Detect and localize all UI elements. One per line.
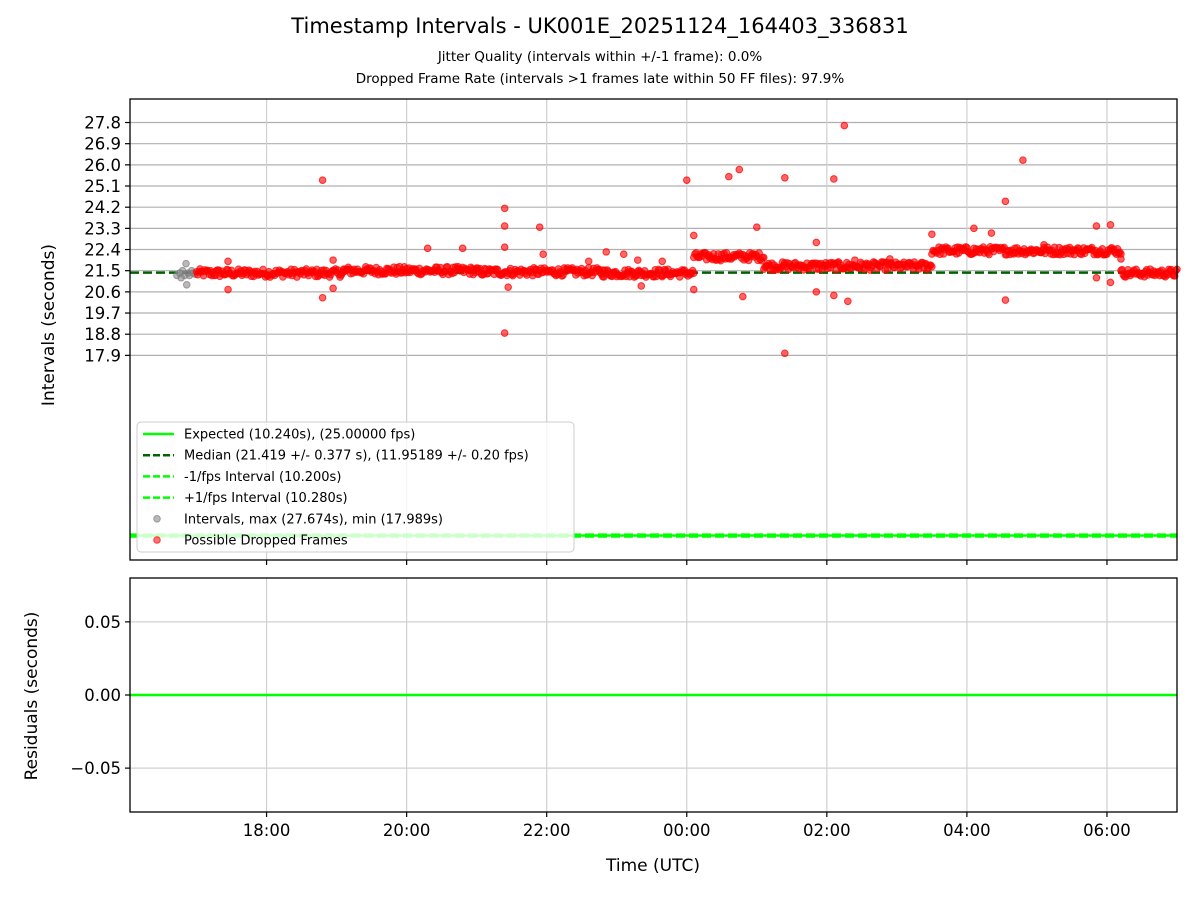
- subtitle-dropped: Dropped Frame Rate (intervals >1 frames …: [355, 71, 845, 87]
- dropped-frame-outlier: [539, 250, 547, 259]
- legend-label-0: Expected (10.240s), (25.00000 fps): [184, 428, 415, 443]
- bottom-y-tick-label: 0.00: [84, 686, 121, 705]
- dropped-frame-outlier: [781, 349, 789, 358]
- dropped-frame-outlier: [318, 176, 327, 184]
- dropped-frame-outlier: [1040, 241, 1048, 249]
- dropped-frame-outlier: [500, 204, 509, 213]
- dropped-frame-outlier: [637, 282, 646, 290]
- dropped-frame-outlier: [689, 231, 698, 240]
- dropped-frame-outlier: [812, 288, 821, 296]
- x-tick-label: 20:00: [383, 821, 431, 840]
- interval-point: [182, 281, 191, 289]
- dropped-frame-outlier: [504, 283, 512, 291]
- x-tick-label: 00:00: [663, 821, 711, 840]
- legend-label-3: +1/fps Interval (10.280s): [184, 491, 348, 506]
- dropped-frame-outlier: [500, 329, 509, 337]
- dropped-frame-outlier: [318, 293, 327, 302]
- top-y-tick-label: 26.9: [84, 135, 121, 154]
- top-y-tick-label: 25.1: [84, 177, 121, 196]
- top-y-tick-label: 24.2: [84, 198, 121, 217]
- dropped-frame-outlier: [423, 244, 432, 253]
- dropped-frame-point: [689, 269, 698, 277]
- dropped-frame-outlier: [633, 256, 642, 264]
- dropped-frame-outlier: [781, 173, 789, 182]
- top-y-tick-label: 22.4: [84, 241, 121, 260]
- dropped-frame-outlier: [987, 229, 996, 237]
- top-y-tick-label: 18.8: [84, 325, 121, 344]
- legend-label-2: -1/fps Interval (10.200s): [184, 470, 341, 485]
- dropped-frame-outlier: [500, 222, 509, 230]
- dropped-frame-point: [928, 262, 936, 271]
- dropped-frame-point: [760, 253, 768, 262]
- top-y-tick-label: 23.3: [84, 219, 121, 238]
- top-y-tick-label: 19.7: [84, 304, 121, 323]
- bottom-y-axis-label: Residuals (seconds): [22, 612, 42, 781]
- top-grid: [130, 99, 1177, 560]
- legend-swatch-4: [153, 515, 161, 523]
- dropped-frame-outlier: [830, 291, 838, 300]
- dropped-frame-outlier: [886, 255, 894, 263]
- dropped-frame-outlier: [535, 223, 544, 231]
- dropped-frame-outlier: [1001, 296, 1010, 304]
- interval-point: [182, 259, 190, 268]
- dropped-frame-outlier: [752, 223, 761, 231]
- dropped-frame-outlier: [812, 238, 821, 247]
- legend-swatch-5: [153, 536, 161, 544]
- dropped-frame-outlier: [738, 292, 747, 301]
- dropped-frame-outlier: [500, 243, 509, 251]
- dropped-frame-outlier: [830, 175, 838, 183]
- x-tick-label: 06:00: [1083, 821, 1131, 840]
- top-y-tick-label: 26.0: [84, 156, 121, 175]
- dropped-frame-outlier: [619, 250, 628, 259]
- top-y-tick-label: 17.9: [84, 346, 121, 365]
- top-y-tick-label: 21.5: [84, 262, 121, 281]
- top-y-axis-label: Intervals (seconds): [39, 244, 59, 406]
- top-plot-frame: [129, 98, 1178, 561]
- dropped-frame-outlier: [840, 121, 849, 130]
- x-axis-label: Time (UTC): [605, 856, 700, 876]
- top-y-tick-label: 20.6: [84, 283, 121, 302]
- dropped-frame-outlier: [1117, 255, 1125, 263]
- dropped-frame-outlier: [970, 224, 978, 233]
- bottom-y-tick-label: −0.05: [70, 759, 121, 778]
- dropped-frame-outlier: [844, 297, 852, 306]
- subtitle-jitter: Jitter Quality (intervals within +/-1 fr…: [437, 49, 763, 65]
- dropped-frame-outlier: [1019, 156, 1027, 164]
- dropped-frame-outlier: [851, 256, 859, 264]
- dropped-frame-outlier: [1001, 197, 1010, 206]
- dropped-frame-outlier: [689, 285, 698, 294]
- dropped-frame-outlier: [1092, 273, 1101, 282]
- dropped-frame-outlier: [724, 172, 733, 181]
- dropped-frame-outlier: [458, 244, 467, 253]
- chart-title: Timestamp Intervals - UK001E_20251124_16…: [291, 14, 909, 38]
- bottom-axes: 0.05 0.00 −0.05 18:00 20:00 22:00 00:00 02:00 04…: [70, 577, 1178, 840]
- dropped-frame-outlier: [602, 248, 611, 256]
- top-y-tick-label: 27.8: [84, 114, 121, 133]
- dropped-frame-outlier: [329, 284, 337, 293]
- dropped-frame-outlier: [329, 256, 337, 264]
- dropped-frame-outlier: [224, 257, 232, 266]
- legend-label-5: Possible Dropped Frames: [184, 534, 348, 549]
- top-scatter: [173, 121, 1181, 358]
- legend: Expected (10.240s), (25.00000 fps) Median…: [136, 421, 575, 553]
- dropped-frame-outlier: [1106, 221, 1115, 229]
- legend-label-4: Intervals, max (27.674s), min (17.989s): [184, 512, 443, 527]
- dropped-frame-outlier: [1106, 278, 1115, 287]
- top-axes: 17.9 18.8 19.7 20.6 21.5 22.4 23.3 24.2 25.1 26.0…: [84, 98, 1178, 565]
- dropped-frame-outlier: [1092, 222, 1101, 230]
- x-tick-label: 02:00: [803, 821, 851, 840]
- dropped-frame-outlier: [682, 176, 691, 184]
- x-tick-label: 04:00: [943, 821, 991, 840]
- legend-box: [136, 421, 575, 553]
- dropped-frame-outlier: [735, 165, 744, 174]
- legend-label-1: Median (21.419 +/- 0.377 s), (11.95189 +…: [184, 449, 529, 464]
- dropped-frame-outlier: [584, 257, 593, 266]
- x-tick-label: 18:00: [243, 821, 291, 840]
- dropped-frame-outlier: [658, 257, 667, 266]
- bottom-y-tick-label: 0.05: [84, 613, 121, 632]
- dropped-frame-outlier: [224, 285, 232, 294]
- dropped-frame-outlier: [928, 230, 936, 239]
- x-tick-label: 22:00: [523, 821, 571, 840]
